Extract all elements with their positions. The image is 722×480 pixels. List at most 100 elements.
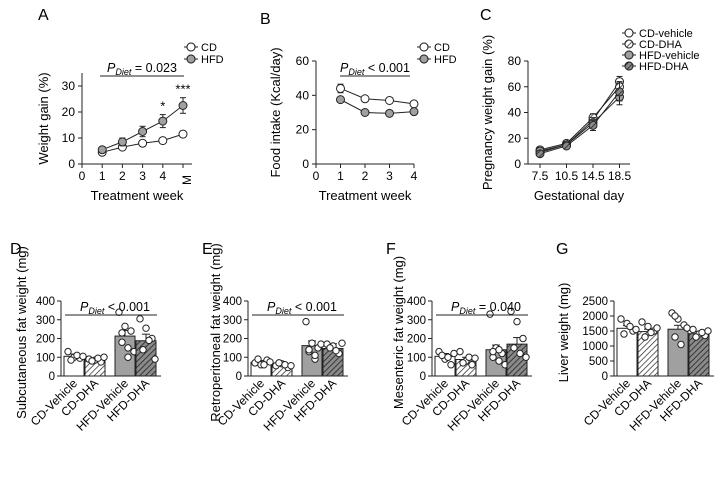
x-tick-label: 10.5: [555, 169, 579, 183]
individual-point: [118, 338, 126, 346]
panel-letter: C: [480, 7, 492, 24]
y-tick-label: 60: [296, 54, 310, 68]
stat-label-prefix: P: [107, 61, 116, 75]
y-tick-label: 40: [508, 106, 522, 120]
y-tick-label: 200: [36, 334, 55, 346]
x-tick-label: M: [180, 175, 194, 185]
y-tick-label: 200: [223, 334, 242, 346]
y-tick-label: 100: [407, 352, 426, 364]
individual-point: [447, 361, 455, 369]
y-tick-label: 0: [302, 157, 309, 171]
data-point: [385, 108, 394, 118]
y-tick-label: 400: [223, 296, 242, 308]
individual-point: [468, 361, 476, 369]
data-point: [360, 94, 370, 104]
individual-point: [495, 357, 503, 365]
individual-point: [495, 346, 503, 354]
significance-mark: ***: [175, 82, 190, 97]
panel-letter: G: [556, 241, 568, 258]
data-point: [409, 107, 419, 117]
individual-point: [332, 346, 340, 355]
panel-g: 05001000150020002500CD-VehicleCD-DHAHFD-…: [556, 241, 714, 434]
y-tick-label: 300: [36, 315, 55, 327]
data-point: [178, 129, 188, 139]
y-tick-label: 300: [407, 315, 426, 327]
individual-point: [438, 351, 446, 360]
individual-point: [124, 353, 132, 361]
individual-point: [444, 353, 452, 361]
individual-point: [513, 317, 521, 326]
y-tick-label: 0: [602, 371, 608, 383]
individual-point: [486, 310, 494, 318]
individual-point: [326, 344, 334, 352]
y-tick-label: 100: [36, 352, 55, 364]
individual-point: [489, 347, 497, 356]
data-point: [360, 108, 370, 117]
individual-point: [127, 327, 135, 335]
individual-point: [459, 359, 467, 367]
y-axis-label: Retroperitoneal fat weight (mg): [208, 243, 223, 421]
y-tick-label: 0: [49, 371, 55, 383]
individual-point: [100, 353, 108, 361]
significance-mark: *: [160, 99, 165, 114]
individual-point: [689, 325, 697, 334]
legend-marker: [624, 50, 634, 60]
data-point: [97, 145, 107, 155]
x-tick-label: 1: [99, 169, 106, 183]
data-point: [138, 127, 148, 136]
panel-letter: F: [386, 241, 396, 258]
panel-e: 0100200300400CD-VehicleCD-DHAHFD-Vehicle…: [202, 241, 348, 434]
y-tick-label: 400: [407, 296, 426, 308]
individual-point: [260, 361, 268, 369]
legend-marker: [419, 54, 429, 64]
y-axis-label: Food intake (Kcal/day): [268, 47, 283, 177]
x-axis-label: Gestational day: [534, 188, 625, 203]
individual-point: [456, 347, 464, 356]
y-tick-label: 1000: [582, 341, 608, 353]
data-point: [385, 95, 394, 105]
individual-point: [620, 330, 628, 338]
series-line-cd-vehicle: [539, 81, 620, 153]
individual-point: [88, 357, 96, 365]
y-tick-label: 10: [62, 131, 76, 145]
individual-point: [287, 361, 295, 370]
series-line-hfd: [340, 99, 415, 114]
individual-point: [704, 327, 712, 335]
stat-label-sub: Diet: [88, 306, 105, 316]
data-point: [535, 149, 545, 159]
stat-label-prefix: P: [80, 300, 89, 314]
stat-label: PDiet = 0.023: [107, 61, 177, 77]
legend-label: HFD: [201, 54, 224, 66]
stat-label: PDiet < 0.001: [80, 300, 150, 316]
individual-point: [647, 328, 655, 337]
stat-label-text: < 0.001: [104, 300, 150, 314]
x-tick-label: 14.5: [581, 169, 605, 183]
legend-marker: [624, 39, 634, 49]
y-tick-label: 80: [508, 54, 522, 68]
y-tick-label: 20: [296, 123, 310, 137]
individual-point: [139, 346, 147, 354]
x-tick-label: 4: [411, 169, 418, 183]
individual-point: [311, 351, 319, 360]
legend-marker: [419, 42, 429, 52]
series-line-cd-dha: [539, 86, 620, 151]
panel-b: 0 20 40 60 0 1 2 3 4 Treatment week Food intake (K…: [260, 11, 457, 203]
y-tick-label: 20: [62, 105, 76, 119]
x-axis-label: Treatment week: [91, 188, 184, 203]
x-tick-label: 2: [119, 169, 126, 183]
panel-c: 0 20 40 60 80 7.5 10.5 14.5 18.5 Gestational day P…: [480, 7, 700, 203]
individual-point: [653, 324, 661, 332]
y-axis-label: Pregnancy weight gain (%): [480, 35, 495, 190]
y-tick-label: 2500: [582, 296, 608, 308]
individual-point: [450, 349, 458, 358]
legend-label: HFD: [434, 54, 457, 66]
data-point: [138, 138, 148, 148]
data-point: [178, 101, 188, 110]
data-point: [158, 136, 168, 146]
stat-label-prefix: P: [340, 61, 349, 75]
data-point: [158, 116, 168, 126]
y-axis-label: Mesenteric fat weight (mg): [391, 256, 406, 409]
y-tick-label: 500: [589, 356, 608, 368]
